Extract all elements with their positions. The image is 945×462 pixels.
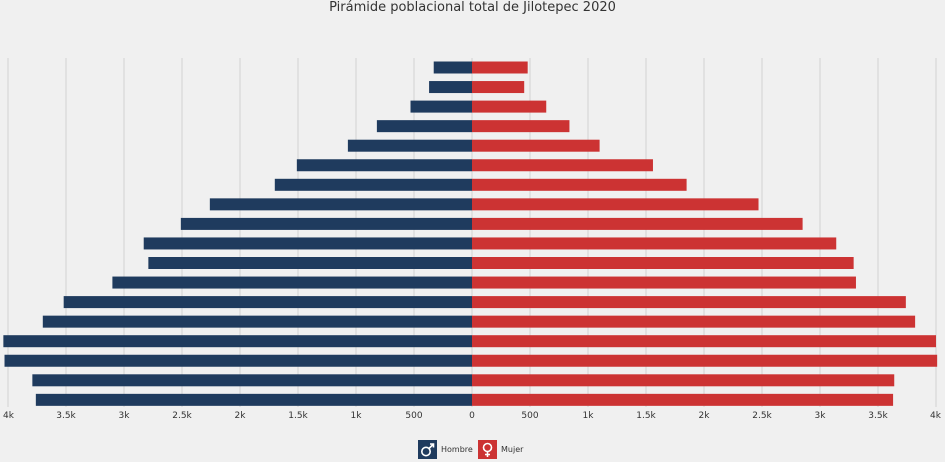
- x-tick-label: 2k: [699, 411, 711, 421]
- chart-title: Pirámide poblacional total de Jilotepec …: [329, 0, 616, 15]
- bar-mujer[interactable]: [472, 354, 938, 367]
- bar-hombre[interactable]: [347, 139, 472, 152]
- bar-mujer[interactable]: [472, 159, 653, 172]
- bar-mujer[interactable]: [472, 139, 600, 152]
- bar-mujer[interactable]: [472, 217, 803, 230]
- x-tick-label: 3k: [815, 411, 827, 421]
- bar-mujer[interactable]: [472, 237, 837, 250]
- bar-mujer[interactable]: [472, 120, 570, 133]
- x-tick-label: 4k: [3, 411, 15, 421]
- bar-hombre[interactable]: [376, 120, 472, 133]
- bar-hombre[interactable]: [42, 315, 473, 328]
- x-tick-label: 1.5k: [636, 411, 656, 421]
- x-tick-label: 3k: [119, 411, 131, 421]
- bar-hombre[interactable]: [296, 159, 472, 172]
- bar-hombre[interactable]: [180, 217, 472, 230]
- x-tick-label: 500: [405, 411, 422, 421]
- bar-mujer[interactable]: [472, 178, 687, 191]
- male-symbol-icon-ring: [420, 446, 431, 457]
- legend[interactable]: Hombre Mujer: [418, 440, 524, 459]
- x-tick-label: 0: [469, 411, 475, 421]
- legend-label-hombre: Hombre: [441, 445, 473, 454]
- x-tick-label: 2k: [235, 411, 247, 421]
- bar-hombre[interactable]: [410, 100, 472, 113]
- female-symbol-icon-cross: [485, 451, 490, 457]
- male-symbol-icon-arrow: [428, 443, 435, 450]
- bar-hombre[interactable]: [433, 61, 472, 74]
- bar-hombre[interactable]: [4, 354, 473, 367]
- bar-hombre[interactable]: [63, 296, 473, 309]
- bar-mujer[interactable]: [472, 61, 528, 74]
- bar-hombre[interactable]: [3, 335, 473, 348]
- bar-hombre[interactable]: [274, 178, 472, 191]
- bar-mujer[interactable]: [472, 296, 906, 309]
- x-tick-label: 2.5k: [172, 411, 192, 421]
- legend-item-mujer[interactable]: Mujer: [478, 440, 524, 459]
- bar-hombre[interactable]: [209, 198, 472, 211]
- bar-hombre[interactable]: [143, 237, 472, 250]
- grid-lines: [7, 58, 937, 407]
- legend-label-mujer: Mujer: [501, 445, 524, 454]
- bar-hombre[interactable]: [429, 81, 472, 94]
- x-tick-label: 1.5k: [288, 411, 308, 421]
- bar-mujer[interactable]: [472, 374, 895, 387]
- x-tick-label: 3.5k: [56, 411, 76, 421]
- bar-mujer[interactable]: [472, 100, 547, 113]
- bars: [3, 61, 938, 406]
- x-tick-label: 1k: [351, 411, 363, 421]
- x-tick-label: 3.5k: [868, 411, 888, 421]
- x-tick-label: 2.5k: [752, 411, 772, 421]
- bar-hombre[interactable]: [32, 374, 473, 387]
- female-symbol-icon: [478, 440, 497, 459]
- x-tick-label: 1k: [583, 411, 595, 421]
- bar-hombre[interactable]: [148, 257, 473, 269]
- bar-mujer[interactable]: [472, 315, 916, 328]
- bar-hombre[interactable]: [112, 276, 473, 289]
- bar-mujer[interactable]: [472, 335, 936, 348]
- x-tick-label: 4k: [930, 411, 942, 421]
- bar-mujer[interactable]: [472, 257, 854, 269]
- bar-mujer[interactable]: [472, 276, 856, 289]
- bar-mujer[interactable]: [472, 393, 894, 406]
- bar-mujer[interactable]: [472, 81, 525, 94]
- bar-mujer[interactable]: [472, 198, 759, 211]
- bar-hombre[interactable]: [35, 393, 473, 406]
- legend-item-hombre[interactable]: Hombre: [418, 440, 473, 459]
- x-tick-label: 500: [521, 411, 538, 421]
- x-axis-ticks: 4k 3.5k 3k 2.5k 2k 1.5k 1k 500 0 500 1k 1.5k 2k 2.5k 3…: [3, 411, 942, 421]
